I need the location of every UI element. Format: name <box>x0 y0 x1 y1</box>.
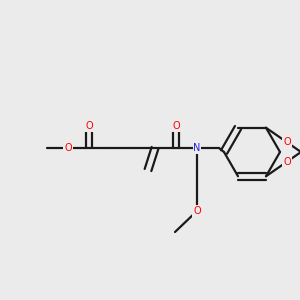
Text: O: O <box>64 143 72 153</box>
Text: O: O <box>85 121 93 131</box>
Text: N: N <box>193 143 201 153</box>
Text: O: O <box>283 157 291 167</box>
Text: O: O <box>172 121 180 131</box>
Text: O: O <box>283 137 291 147</box>
Text: O: O <box>193 206 201 216</box>
